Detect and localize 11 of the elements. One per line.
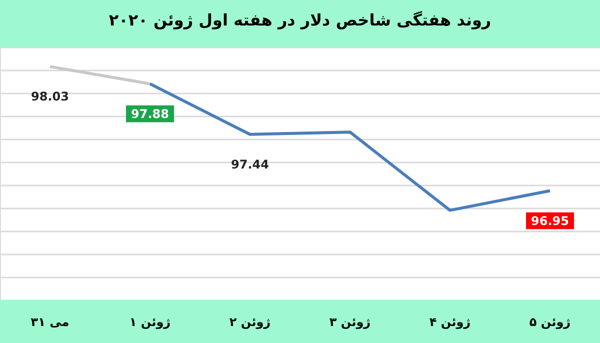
x-tick-label: ۴ ژوئن [429,315,471,329]
x-tick-label: ۳ ژوئن [329,315,371,329]
data-label: 97.88 [131,106,169,121]
data-label: 98.03 [31,90,69,104]
x-tick-label: ۳۱ می [30,315,70,329]
data-label: 96.95 [531,214,569,228]
x-tick-label: ۲ ژوئن [229,315,271,329]
chart-title: روند هفتگی شاخص دلار در هفته اول ژوئن ۲۰۲۰ [108,10,492,30]
x-tick-label: ۵ ژوئن [529,315,571,329]
data-label: 97.44 [231,157,269,172]
x-tick-label: ۱ ژوئن [129,315,171,329]
